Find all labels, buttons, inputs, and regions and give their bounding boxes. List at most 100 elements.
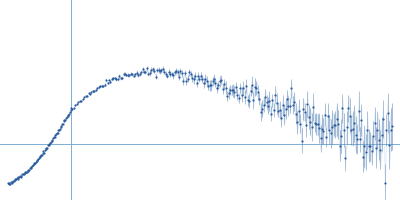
Point [237,87,244,90]
Point [96,86,102,89]
Point [307,120,314,123]
Point [253,86,260,89]
Point [148,68,154,72]
Point [271,109,277,112]
Point [303,124,309,127]
Point [58,124,65,127]
Point [176,75,182,78]
Point [217,80,223,83]
Point [145,72,152,75]
Point [21,171,28,174]
Point [23,171,29,174]
Point [55,129,62,132]
Point [118,77,124,80]
Point [335,123,341,126]
Point [186,71,192,74]
Point [8,180,14,184]
Point [6,181,13,185]
Point [326,128,332,131]
Point [247,89,254,92]
Point [136,72,143,76]
Point [63,117,69,120]
Point [98,84,105,88]
Point [132,73,138,76]
Point [29,164,35,167]
Point [300,107,306,111]
Point [242,95,248,99]
Point [128,72,134,75]
Point [69,107,76,110]
Point [379,133,385,136]
Point [82,95,89,98]
Point [265,104,271,107]
Point [230,89,236,92]
Point [231,90,238,93]
Point [150,68,156,71]
Point [221,82,228,86]
Point [212,81,219,84]
Point [32,161,38,165]
Point [16,176,22,179]
Point [183,79,190,82]
Point [7,182,13,185]
Point [42,148,49,151]
Point [39,153,45,156]
Point [48,139,55,143]
Point [139,68,146,71]
Point [336,144,343,147]
Point [109,77,115,80]
Point [12,179,19,182]
Point [236,97,242,100]
Point [280,104,286,107]
Point [282,107,289,110]
Point [66,110,73,113]
Point [52,135,58,138]
Point [30,163,37,166]
Point [319,127,325,131]
Point [147,71,153,75]
Point [9,180,16,183]
Point [6,182,12,185]
Point [60,120,67,123]
Point [14,177,20,180]
Point [40,150,46,153]
Point [226,91,232,94]
Point [274,102,280,105]
Point [35,158,41,161]
Point [354,138,360,141]
Point [37,155,44,158]
Point [65,114,72,117]
Point [179,72,185,75]
Point [278,117,284,120]
Point [27,166,34,169]
Point [38,154,44,157]
Point [287,104,293,107]
Point [30,164,36,167]
Point [220,87,226,90]
Point [130,74,137,77]
Point [106,78,112,82]
Point [8,181,15,184]
Point [346,114,353,117]
Point [352,133,359,136]
Point [13,178,20,181]
Point [43,146,50,150]
Point [240,86,246,89]
Point [151,69,158,72]
Point [204,80,210,83]
Point [184,77,191,80]
Point [380,118,386,121]
Point [224,94,230,98]
Point [188,72,194,75]
Point [376,138,382,141]
Point [44,146,50,150]
Point [59,122,66,125]
Point [341,129,347,132]
Point [234,93,240,96]
Point [47,141,53,145]
Point [158,69,165,72]
Point [18,175,24,178]
Point [34,159,40,162]
Point [93,88,99,92]
Point [94,86,100,90]
